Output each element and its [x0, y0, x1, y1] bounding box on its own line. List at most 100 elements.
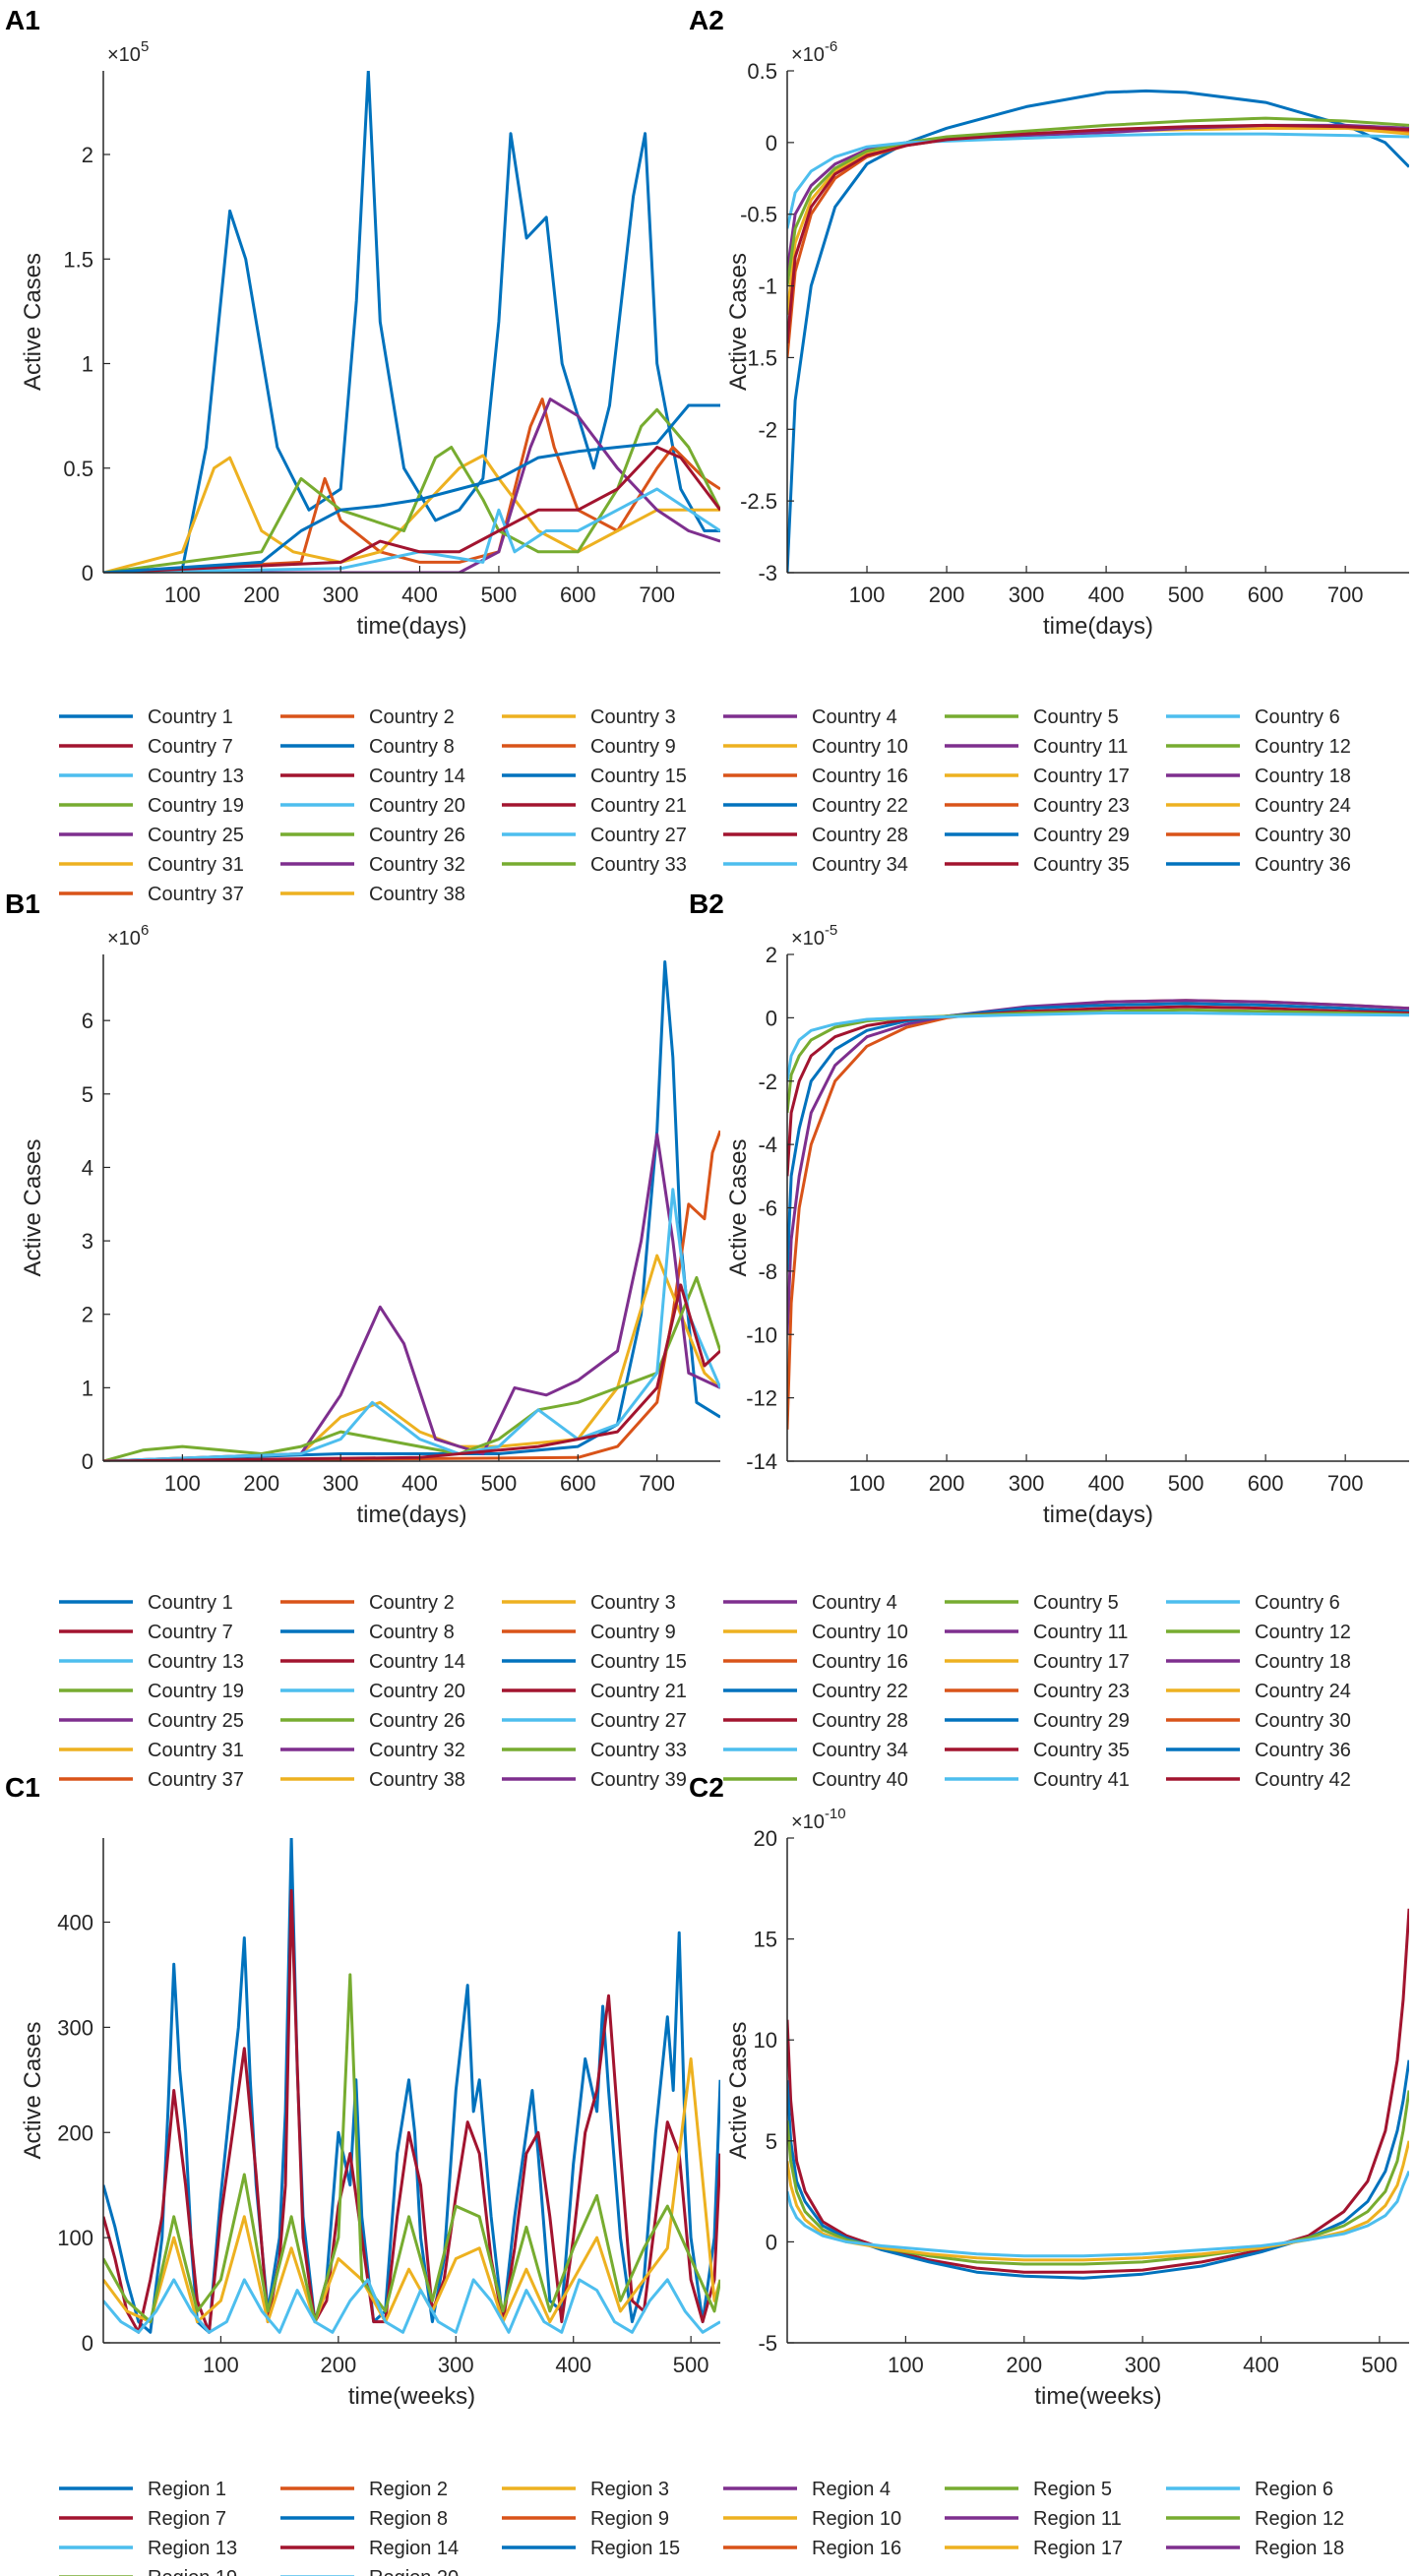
panel-B2: B2 100 200 300 400 500 600 700 2 0 -2 -4 -6 -8 -10 -12 -… [689, 889, 1409, 1528]
legend-label: Country 23 [1033, 795, 1130, 817]
y-tick-label-C2: 20 [754, 1826, 777, 1851]
exponent-label-A2: ×10-6 [791, 38, 837, 66]
legend-label: Country 27 [590, 1710, 687, 1732]
legend-label: Region 1 [148, 2479, 226, 2500]
legend-B: Country 1 Country 2 Country 3 Country 4 Coun… [59, 1592, 1351, 1791]
legend-item: Country 40 [723, 1769, 908, 1791]
x-tick-label-A1: 300 [323, 583, 359, 607]
x-tick-label-B1: 500 [481, 1471, 518, 1496]
series-group-A1 [103, 71, 720, 573]
y-tick-label-B2: -8 [758, 1259, 777, 1284]
legend-label: Country 8 [369, 1622, 455, 1643]
legend-label: Country 22 [812, 795, 908, 817]
legend-label: Region 18 [1255, 2538, 1344, 2559]
legend-label: Country 14 [369, 766, 465, 787]
y-axis-label-C2: Active Cases [725, 2021, 752, 2159]
y-tick-label-A1: 0 [82, 561, 93, 585]
legend-item: Country 33 [502, 854, 687, 876]
x-tick-label-A1: 200 [243, 583, 279, 607]
legend-item: Country 28 [723, 825, 908, 846]
legend-item: Country 27 [502, 1710, 687, 1732]
y-tick-label-B2: -14 [746, 1449, 777, 1474]
y-tick-label-A1: 1.5 [63, 247, 93, 272]
legend-label: Country 1 [148, 706, 233, 728]
y-tick-label-B2: -6 [758, 1196, 777, 1221]
legend-item: Country 6 [1166, 1592, 1340, 1614]
legend-item: Country 22 [723, 1681, 908, 1702]
legend-label: Country 10 [812, 1622, 908, 1643]
legend-label: Country 22 [812, 1681, 908, 1702]
x-tick-label-B1: 100 [164, 1471, 201, 1496]
exponent-power: -5 [825, 922, 837, 939]
legend-label: Country 17 [1033, 1651, 1130, 1673]
legend-label: Country 12 [1255, 1622, 1351, 1643]
legend-item: Country 34 [723, 1740, 908, 1761]
y-tick-label-C1: 100 [57, 2226, 93, 2250]
legend-item: Country 30 [1166, 825, 1351, 846]
legend-label: Country 19 [148, 1681, 244, 1702]
series-line-C2-region-1 [787, 2059, 1409, 2280]
legend-item: Region 9 [502, 2508, 669, 2530]
legend-item: Country 3 [502, 1592, 676, 1614]
legend-item: Country 2 [280, 1592, 455, 1614]
legend-label: Country 32 [369, 854, 465, 876]
legend-item: Country 31 [59, 854, 244, 876]
series-line-C1-region-1 [103, 1838, 720, 2334]
legend-item: Country 42 [1166, 1769, 1351, 1791]
y-tick-label-A2: 0 [766, 131, 777, 155]
legend-item: Country 13 [59, 766, 244, 787]
legend-item: Country 24 [1166, 795, 1351, 817]
legend-item: Country 18 [1166, 1651, 1351, 1673]
legend-label: Country 40 [812, 1769, 908, 1791]
legend-label: Country 25 [148, 825, 244, 846]
series-group-C2 [787, 1908, 1409, 2280]
legend-item: Country 25 [59, 1710, 244, 1732]
series-line-B2-country-1 [787, 1002, 1409, 1271]
legend-label: Region 8 [369, 2508, 448, 2530]
exponent-base: ×10 [791, 928, 825, 950]
y-tick-label-A2: 0.5 [747, 59, 777, 84]
x-tick-label-C1: 500 [673, 2353, 709, 2377]
legend-item: Country 21 [502, 1681, 687, 1702]
legend-item: Country 32 [280, 1740, 465, 1761]
series-line-B2-country-5 [787, 1008, 1409, 1114]
legend-item: Country 35 [945, 854, 1130, 876]
y-tick-label-A2: -0.5 [740, 203, 777, 227]
legend-item: Country 22 [723, 795, 908, 817]
legend-label: Country 31 [148, 1740, 244, 1761]
legend-label: Country 33 [590, 854, 687, 876]
legend-label: Country 41 [1033, 1769, 1130, 1791]
x-tick-label-B2: 500 [1168, 1471, 1204, 1496]
y-tick-label-B1: 2 [82, 1303, 93, 1327]
legend-item: Country 41 [945, 1769, 1130, 1791]
exponent-label-B2: ×10-5 [791, 922, 837, 950]
legend-label: Region 16 [812, 2538, 901, 2559]
exponent-label-A1: ×105 [107, 38, 149, 66]
legend-label: Country 18 [1255, 766, 1351, 787]
legend-label: Country 39 [590, 1769, 687, 1791]
x-tick-label-A1: 700 [639, 583, 675, 607]
x-tick-label-A2: 100 [849, 583, 886, 607]
legend-item: Country 29 [945, 1710, 1130, 1732]
y-tick-label-C2: -5 [758, 2331, 777, 2356]
legend-item: Country 14 [280, 1651, 465, 1673]
series-line-C1-region-7 [103, 1888, 720, 2334]
y-tick-label-C1: 200 [57, 2120, 93, 2145]
x-axis-label-B2: time(days) [1043, 1502, 1153, 1528]
legend-item: Region 6 [1166, 2479, 1333, 2500]
x-axis-label-A2: time(days) [1043, 613, 1153, 640]
y-tick-label-B1: 0 [82, 1449, 93, 1474]
x-tick-label-B2: 200 [929, 1471, 965, 1496]
legend-item: Country 11 [945, 736, 1128, 758]
x-tick-label-B2: 100 [849, 1471, 886, 1496]
series-line-A1-country-7 [103, 446, 720, 573]
x-tick-label-B1: 700 [639, 1471, 675, 1496]
legend-item: Country 30 [1166, 1710, 1351, 1732]
series-line-C2-region-5 [787, 2090, 1409, 2266]
panel-A1: A1 100 200 300 400 500 600 700 0 0.5 1 1.5 2 ×105 time… [5, 5, 720, 640]
legend-label: Country 5 [1033, 706, 1119, 728]
legend-label: Region 7 [148, 2508, 226, 2530]
legend-item: Country 12 [1166, 736, 1351, 758]
series-line-A2-country-7 [787, 123, 1409, 344]
series-line-A2-country-2 [787, 126, 1409, 358]
